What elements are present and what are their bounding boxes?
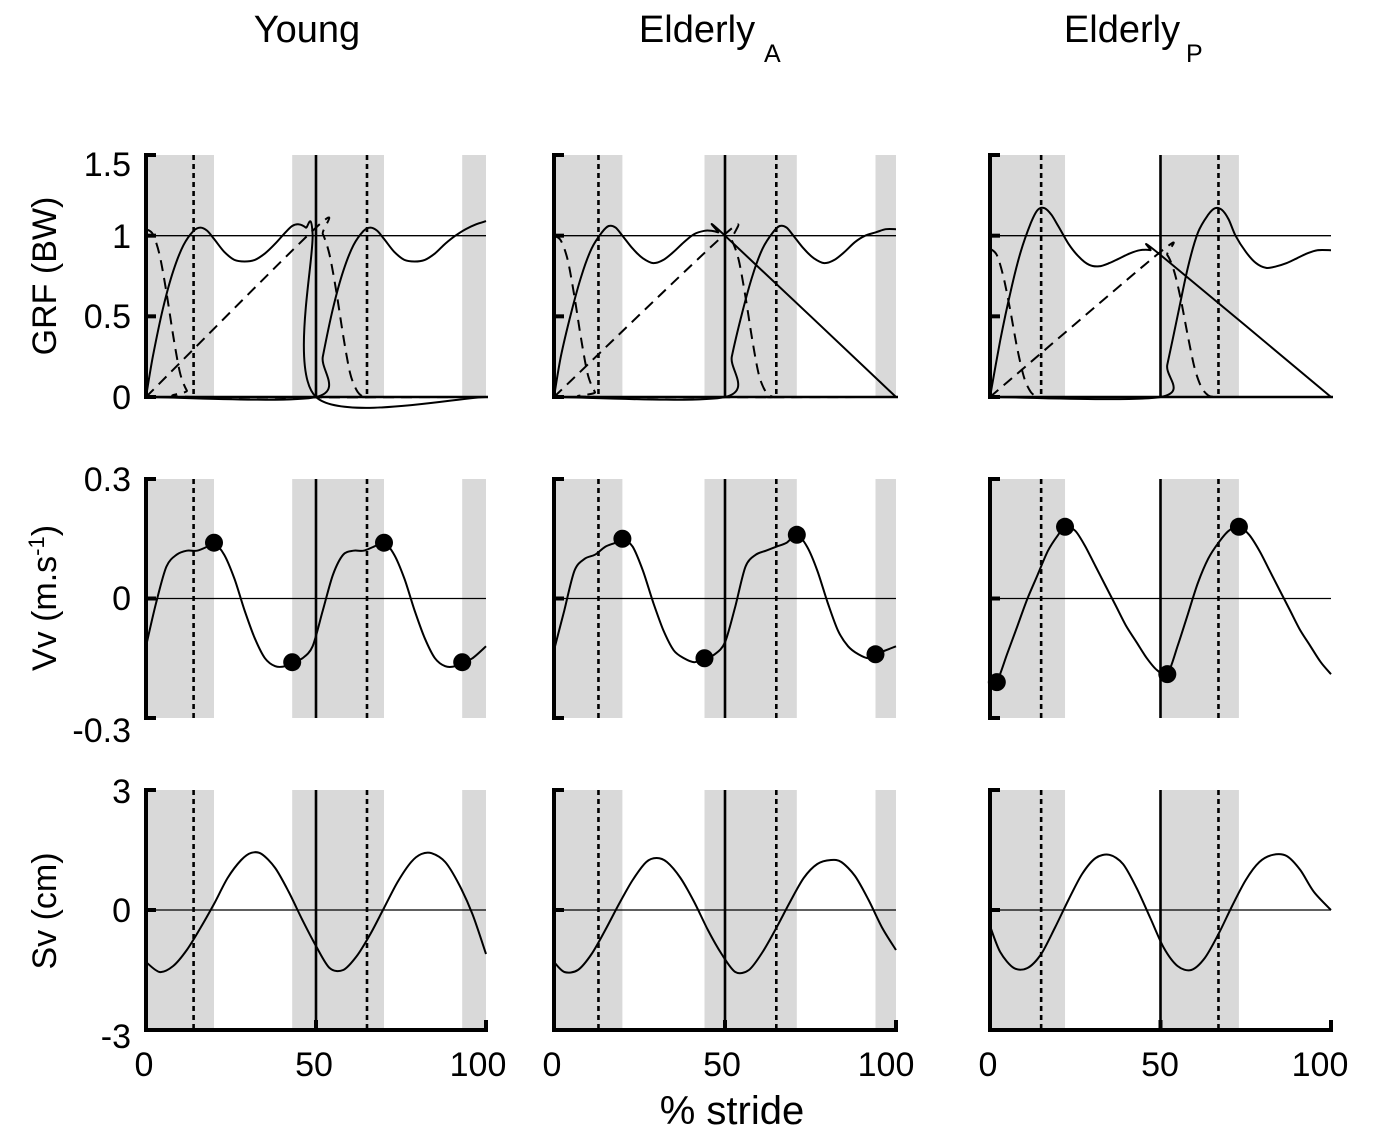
row-label-sv: Sv (cm)	[26, 852, 64, 969]
column-title-elderly-a: Elderly	[639, 9, 755, 51]
marker-vv-elderly-a-3	[866, 645, 885, 664]
panels	[144, 153, 1333, 1032]
xtick-eldP-0: 0	[979, 1046, 998, 1084]
panel-grf-elderly-a	[552, 153, 898, 401]
marker-vv-elderly-p-3	[1229, 517, 1248, 536]
marker-vv-elderly-p-0	[987, 673, 1006, 692]
marker-vv-elderly-p-1	[1056, 517, 1075, 536]
ytick-vv-0: 0	[112, 580, 131, 618]
panel-grf-elderly-p	[988, 153, 1333, 401]
marker-vv-young-3	[453, 653, 472, 672]
panel-sv-young	[144, 788, 488, 1032]
xtick-eldA-50: 50	[703, 1046, 741, 1084]
ytick-vv-neg-0-3: -0.3	[72, 712, 131, 750]
xtick-young-0: 0	[135, 1046, 154, 1084]
ytick-vv-0-3: 0.3	[84, 461, 131, 499]
series-line-grf-elderly-a-0	[553, 223, 897, 398]
ytick-sv-neg-3: -3	[101, 1018, 131, 1056]
column-title-elderly-p: Elderly	[1064, 9, 1180, 51]
marker-vv-elderly-p-2	[1158, 665, 1177, 684]
ytick-grf-1: 1	[112, 218, 131, 256]
row-label-vv: Vv (m.s-1)	[24, 525, 64, 671]
series-line-grf-elderly-a-1	[553, 234, 897, 399]
xtick-eldP-100: 100	[1292, 1046, 1349, 1084]
series-line-grf-young-2	[145, 220, 487, 401]
series-line-sv-young-0	[145, 851, 487, 974]
ytick-sv-0: 0	[112, 892, 131, 930]
x-axis-label: % stride	[660, 1089, 805, 1133]
ytick-sv-3: 3	[112, 773, 131, 811]
series-line-vv-elderly-a-0	[553, 533, 897, 664]
shaded-band-grf-elderly-p-0	[990, 155, 1066, 397]
row-label-vv-sup: -1	[24, 536, 49, 556]
series-line-grf-elderly-p-0	[989, 206, 1332, 398]
marker-vv-young-1	[283, 653, 302, 672]
xtick-young-50: 50	[295, 1046, 333, 1084]
marker-vv-elderly-a-0	[613, 529, 632, 548]
panel-vv-young	[144, 477, 487, 720]
row-label-vv-end: )	[26, 525, 64, 536]
ytick-grf-0: 0	[112, 379, 131, 417]
xtick-eldA-100: 100	[858, 1046, 915, 1084]
marker-vv-elderly-a-2	[787, 525, 806, 544]
column-subscript-p: P	[1186, 40, 1203, 68]
xtick-young-100: 100	[450, 1046, 507, 1084]
row-label-vv-main: Vv (m.s	[26, 556, 64, 671]
panel-sv-elderly-a	[552, 788, 898, 1032]
series-line-grf-elderly-a-2	[553, 224, 897, 401]
shaded-band-grf-elderly-a-1	[704, 155, 797, 397]
series-line-grf-elderly-p-2	[989, 206, 1332, 401]
panel-vv-elderly-p	[987, 477, 1332, 720]
shaded-band-grf-elderly-a-0	[554, 155, 623, 397]
row-label-grf: GRF (BW)	[26, 197, 64, 356]
xtick-eldA-0: 0	[543, 1046, 562, 1084]
ytick-grf-0-5: 0.5	[84, 298, 131, 336]
panel-vv-elderly-a	[552, 477, 897, 720]
shaded-band-grf-young-0	[146, 155, 214, 397]
column-title-young: Young	[254, 9, 360, 51]
marker-vv-elderly-a-1	[695, 649, 714, 668]
marker-vv-young-2	[375, 533, 393, 552]
series-line-sv-elderly-p-0	[989, 853, 1332, 972]
shaded-band-grf-elderly-a-2	[875, 155, 896, 397]
shaded-band-grf-young-2	[462, 155, 486, 397]
shaded-band-grf-elderly-p-1	[1160, 155, 1239, 397]
series-line-grf-young-0	[145, 220, 487, 409]
panel-sv-elderly-p	[988, 788, 1333, 1032]
series-line-grf-young-3	[145, 216, 486, 399]
ytick-grf-1-5: 1.5	[84, 146, 131, 184]
shaded-band-grf-young-1	[292, 155, 384, 397]
series-line-vv-young-0	[145, 541, 487, 668]
series-line-vv-elderly-p-0	[989, 525, 1332, 688]
series-line-grf-young-1	[145, 228, 487, 399]
panel-grf-young	[144, 153, 488, 409]
marker-vv-young-0	[205, 533, 223, 552]
series-line-sv-elderly-a-0	[553, 856, 897, 975]
xtick-eldP-50: 50	[1141, 1046, 1179, 1084]
column-subscript-a: A	[764, 40, 781, 68]
